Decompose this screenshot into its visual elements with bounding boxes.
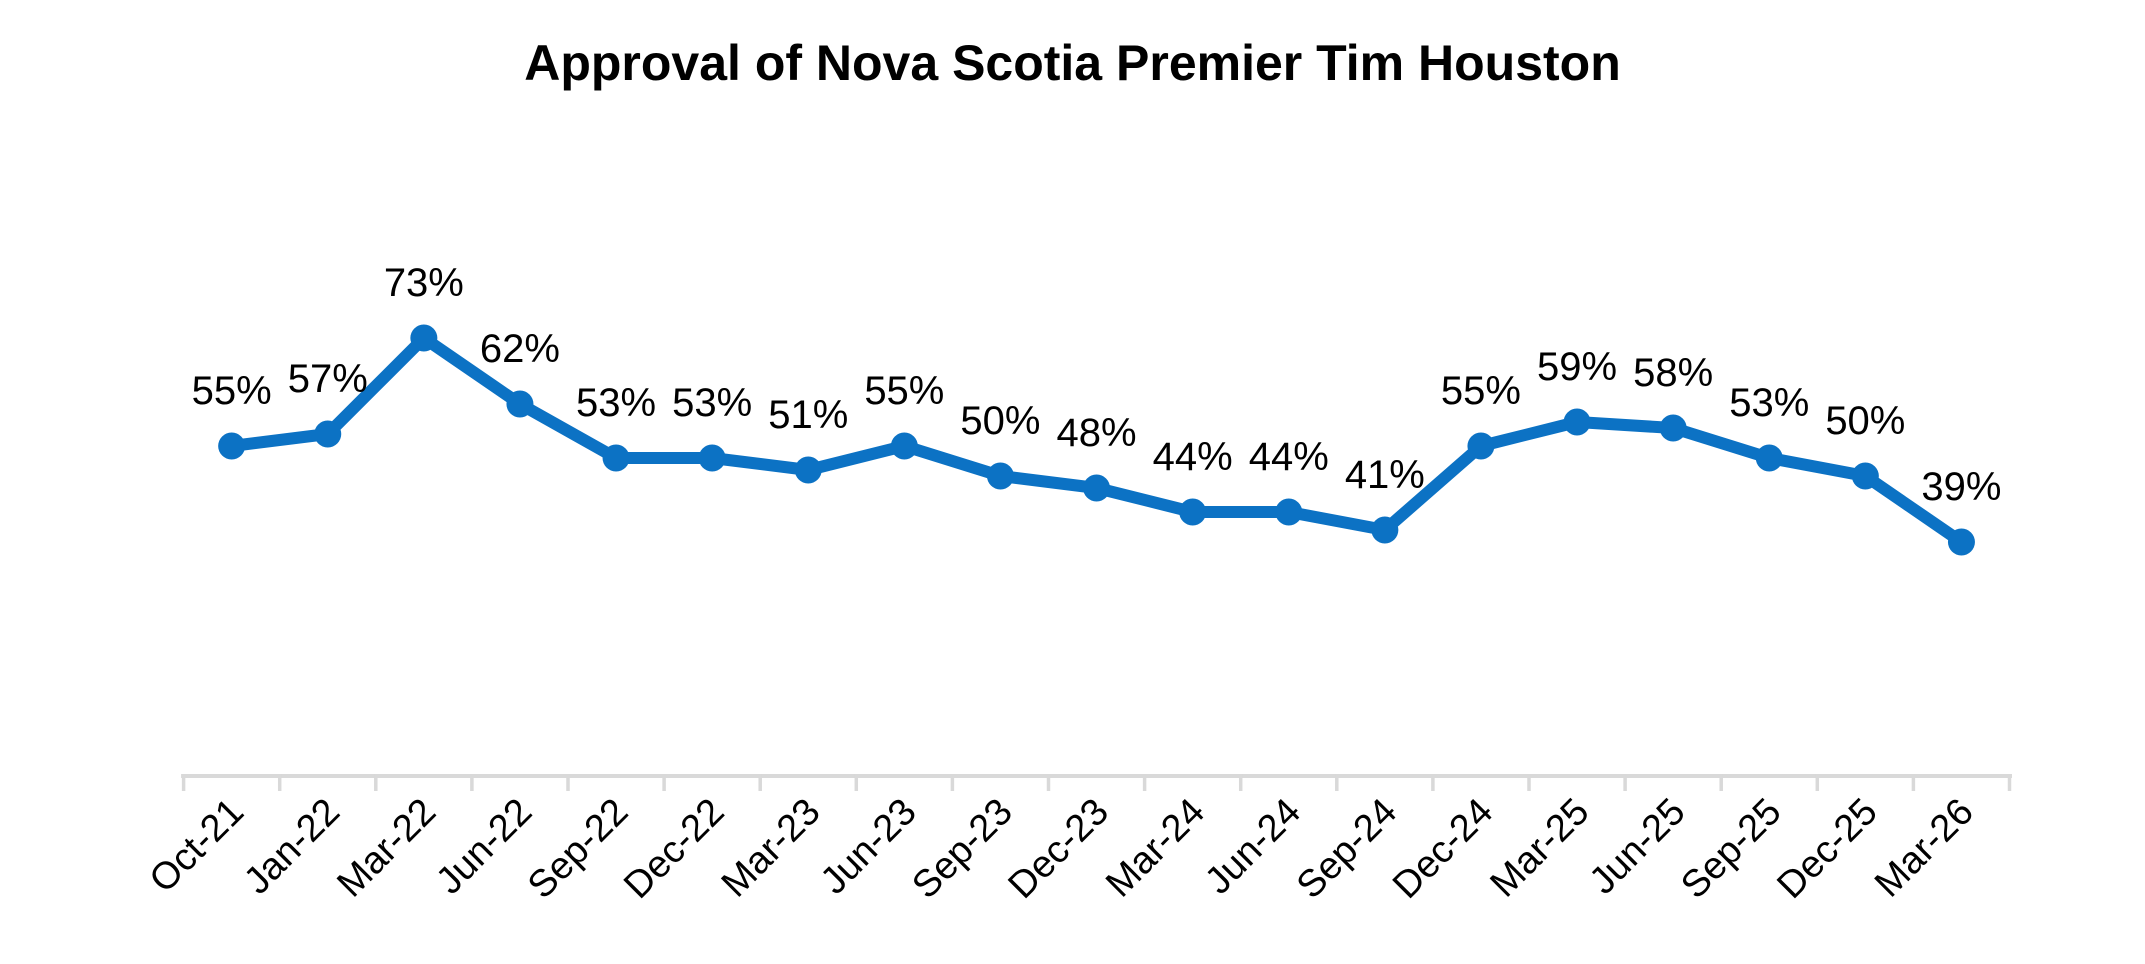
x-axis-label: Oct-21 bbox=[142, 791, 252, 901]
approval-series bbox=[218, 324, 1975, 556]
data-point-label: 41% bbox=[1345, 453, 1425, 497]
data-point-marker bbox=[602, 444, 630, 472]
x-axis-label: Mar-22 bbox=[329, 791, 444, 906]
data-point-label: 48% bbox=[1057, 411, 1137, 455]
data-point-label: 57% bbox=[288, 357, 368, 401]
x-axis-label: Sep-25 bbox=[1673, 791, 1789, 907]
data-point-label: 51% bbox=[768, 393, 848, 437]
data-point-label: 39% bbox=[1921, 465, 2001, 509]
data-point-marker bbox=[1659, 414, 1687, 442]
data-point-label: 53% bbox=[1729, 381, 1809, 425]
x-axis-label: Mar-24 bbox=[1098, 791, 1213, 906]
data-point-marker bbox=[698, 444, 726, 472]
data-point-label: 55% bbox=[1441, 369, 1521, 413]
data-point-marker bbox=[1755, 444, 1783, 472]
data-point-marker bbox=[314, 420, 342, 448]
x-axis-label: Jan-22 bbox=[236, 791, 348, 903]
data-point-marker bbox=[1371, 516, 1399, 544]
x-axis-label: Jun-25 bbox=[1582, 791, 1694, 903]
data-point-label: 44% bbox=[1249, 435, 1329, 479]
data-point-marker bbox=[1563, 408, 1591, 436]
chart-title: Approval of Nova Scotia Premier Tim Hous… bbox=[524, 35, 1621, 91]
x-axis-label: Jun-24 bbox=[1197, 791, 1309, 903]
data-point-label: 62% bbox=[480, 327, 560, 371]
data-point-marker bbox=[1467, 432, 1495, 460]
x-axis-label: Mar-26 bbox=[1867, 791, 1982, 906]
data-point-marker bbox=[410, 324, 438, 352]
data-point-label: 44% bbox=[1153, 435, 1233, 479]
data-point-label: 73% bbox=[384, 261, 464, 305]
x-axis bbox=[181, 774, 2012, 791]
data-point-marker bbox=[794, 456, 822, 484]
x-axis-labels: Oct-21Jan-22Mar-22Jun-22Sep-22Dec-22Mar-… bbox=[142, 791, 1982, 907]
x-axis-label: Dec-23 bbox=[1001, 791, 1117, 907]
data-point-marker bbox=[890, 432, 918, 460]
x-axis-label: Dec-24 bbox=[1385, 791, 1501, 907]
x-axis-label: Jun-22 bbox=[428, 791, 540, 903]
data-point-label: 55% bbox=[864, 369, 944, 413]
data-point-label: 50% bbox=[1825, 399, 1905, 443]
data-point-marker bbox=[1851, 462, 1879, 490]
data-point-marker bbox=[986, 462, 1014, 490]
data-point-label: 53% bbox=[672, 381, 752, 425]
data-point-label: 55% bbox=[192, 369, 272, 413]
x-axis-label: Dec-22 bbox=[616, 791, 732, 907]
data-labels: 55% 57% 73% 62% 53% 53% 51% 55% 50% 48% 44% 44% 41% 5… bbox=[192, 261, 2002, 509]
x-axis-label: Mar-23 bbox=[714, 791, 829, 906]
data-point-marker bbox=[506, 390, 534, 418]
x-axis-label: Sep-24 bbox=[1289, 791, 1405, 907]
data-point-label: 58% bbox=[1633, 351, 1713, 395]
x-axis-label: Mar-25 bbox=[1483, 791, 1598, 906]
x-axis-label: Sep-22 bbox=[520, 791, 636, 907]
x-axis-label: Dec-25 bbox=[1769, 791, 1885, 907]
data-point-label: 50% bbox=[960, 399, 1040, 443]
data-point-marker bbox=[218, 432, 246, 460]
data-point-marker bbox=[1179, 498, 1207, 526]
data-point-label: 59% bbox=[1537, 345, 1617, 389]
data-point-marker bbox=[1083, 474, 1111, 502]
x-axis-label: Jun-23 bbox=[813, 791, 925, 903]
x-axis-label: Sep-23 bbox=[904, 791, 1020, 907]
data-point-marker bbox=[1275, 498, 1303, 526]
data-point-label: 53% bbox=[576, 381, 656, 425]
data-point-marker bbox=[1947, 528, 1975, 556]
